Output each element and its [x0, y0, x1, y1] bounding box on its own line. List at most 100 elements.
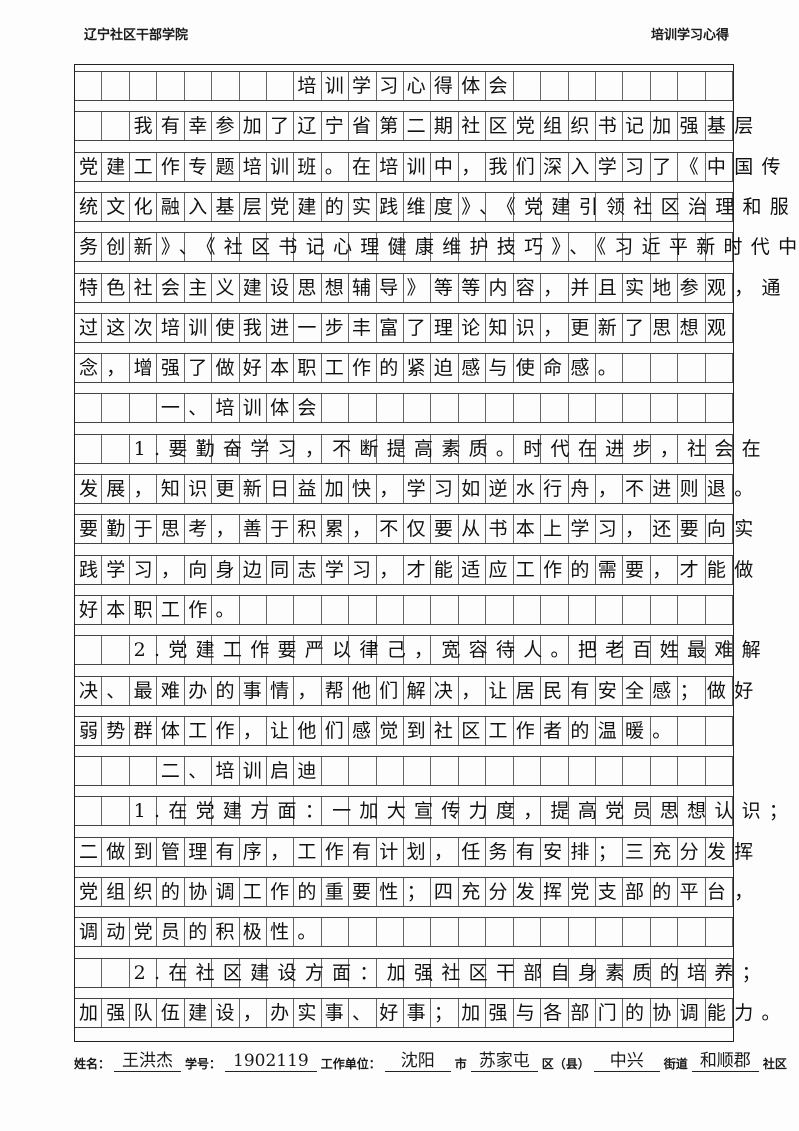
text-row: 我有幸参加了辽宁省第二期社区党组织书记加强基层: [75, 111, 753, 142]
grid-cell: [267, 475, 295, 503]
grid-cell: [431, 918, 459, 947]
grid-cell: [185, 716, 213, 745]
grid-cell: [623, 112, 651, 141]
grid-cell: [541, 434, 569, 463]
grid-cell: [377, 555, 405, 584]
grid-cell: [185, 878, 213, 906]
grid-cell: [569, 878, 597, 906]
grid-cell: [541, 475, 569, 503]
grid-cell: [102, 394, 130, 423]
grid-cell: [514, 757, 542, 786]
grid-cell: [459, 837, 487, 866]
grid-cell: [267, 716, 295, 745]
grid-cell: [75, 233, 103, 262]
grid-cell: [294, 233, 322, 262]
grid-cell: [322, 112, 350, 141]
name-label: 姓名：: [74, 1057, 111, 1071]
grid-cell: [267, 595, 295, 624]
grid-cell: [541, 998, 569, 1027]
grid-cell: [569, 112, 597, 141]
handwritten-line: 践学习，向身边同志学习，才能适应工作的需要，才能做: [79, 558, 762, 581]
grid-cell: [102, 112, 130, 141]
grid-cell: [102, 72, 130, 100]
grid-cell: [267, 878, 295, 906]
grid-cell: [596, 918, 624, 947]
grid-cell: [349, 797, 377, 826]
handwritten-line: 发展，知识更新日益加快，学习如逆水行舟，不进则退。: [79, 478, 762, 500]
grid-cell: [212, 918, 240, 947]
grid-cell: [459, 112, 487, 141]
text-row: 党建工作专题培训班。在培训中，我们深入学习了《中国传: [75, 151, 781, 182]
handwritten-line: 调动党员的积极性。: [79, 921, 325, 944]
writing-grid: 培训学习心得体会 我有幸参加了辽宁省第二期社区党组织书记加强基层 党建工作专题培训…: [74, 64, 799, 1042]
grid-cell: [596, 636, 624, 665]
student-id-value: 1902119: [225, 1051, 317, 1072]
grid-cell: [294, 595, 322, 624]
grid-cell: [240, 757, 267, 786]
grid-cell: [459, 716, 487, 745]
grid-cell: [404, 676, 432, 705]
grid-cell: [486, 555, 514, 584]
grid-cell: [486, 958, 514, 987]
grid-cell: [569, 152, 597, 181]
grid-cell: [404, 998, 432, 1027]
grid-cell: [322, 475, 350, 503]
grid-cell: [212, 555, 240, 584]
grid-cell: [240, 152, 267, 181]
grid-cell: [486, 475, 514, 503]
grid-cell: [157, 555, 185, 584]
grid-cell: [130, 354, 158, 383]
grid-cell: [240, 555, 267, 584]
grid-cell: [651, 636, 679, 665]
grid-cell: [349, 595, 377, 624]
grid-cell: [349, 273, 377, 302]
grid-cell: [212, 394, 240, 423]
grid-cell: [240, 676, 267, 705]
grid-cell: [431, 394, 459, 423]
grid-cell: [404, 313, 432, 342]
grid-cell: [102, 595, 130, 624]
grid-cell: [431, 636, 459, 665]
grid-cell: [212, 757, 240, 786]
grid-cell: [706, 676, 734, 705]
grid-cell: [377, 394, 405, 423]
grid-cell: [569, 354, 597, 383]
grid-cell: [240, 273, 267, 302]
grid-cell: [102, 515, 130, 544]
grid-cell: [623, 152, 651, 181]
grid-cell: [651, 72, 679, 100]
grid-cell: [185, 636, 213, 665]
grid-cell: [486, 112, 514, 141]
grid-cell: [404, 233, 432, 262]
grid-cell: [267, 273, 295, 302]
grid-cell: [377, 797, 405, 826]
grid-cell: [212, 595, 240, 624]
grid-cell: [130, 837, 158, 866]
grid-cell: [678, 595, 706, 624]
grid-cell: [294, 273, 322, 302]
grid-cell: [541, 797, 569, 826]
grid-cell: [431, 72, 459, 100]
grid-cell: [185, 998, 213, 1027]
grid-cell: [130, 475, 158, 503]
grid-cell: [294, 555, 322, 584]
grid-cell: [75, 112, 103, 141]
grid-cell: [322, 313, 350, 342]
grid-cell: [267, 434, 295, 463]
grid-cell: [569, 636, 597, 665]
grid-cell: [569, 958, 597, 987]
grid-cell: [267, 394, 295, 423]
grid-cell: [651, 434, 679, 463]
grid-cell: [377, 354, 405, 383]
grid-cell: [212, 233, 240, 262]
student-id-label: 学号：: [185, 1057, 222, 1071]
grid-cell: [486, 515, 514, 544]
grid-cell: [185, 394, 213, 423]
grid-cell: [431, 878, 459, 906]
grid-cell: [322, 595, 350, 624]
grid-cell: [377, 192, 405, 221]
grid-cell: [678, 716, 706, 745]
grid-cell: [322, 676, 350, 705]
grid-cell: [623, 354, 651, 383]
grid-cell: [706, 918, 734, 947]
